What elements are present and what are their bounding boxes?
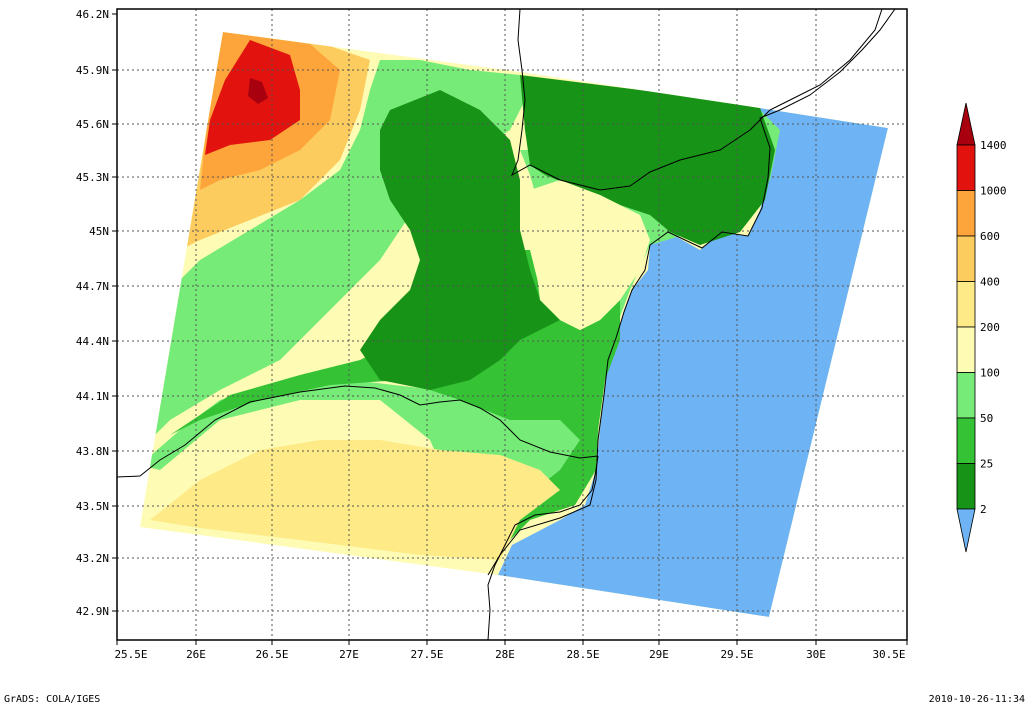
lon-tick-label: 26.5E <box>255 648 288 661</box>
lat-tick-label: 42.9N <box>76 605 109 618</box>
legend-swatch <box>956 235 976 282</box>
legend-swatch <box>956 326 976 373</box>
footer-timestamp: 2010-10-26-11:34 <box>928 694 1025 705</box>
carpathian-1400 <box>248 78 268 104</box>
lon-tick-label: 30E <box>806 648 826 661</box>
legend-level-label: 1400 <box>980 139 1007 152</box>
legend-level-label: 2 <box>980 503 987 516</box>
plot-frame <box>116 8 908 641</box>
lat-tick-label: 43.5N <box>76 500 109 513</box>
legend-level-label: 200 <box>980 321 1000 334</box>
dobrogea-hills <box>530 180 650 330</box>
baragan-plain-2-25 <box>360 90 560 390</box>
moldova-border <box>511 9 771 191</box>
lon-tick-label: 27E <box>339 648 359 661</box>
legend-level-label: 1000 <box>980 185 1007 198</box>
ukraine-border <box>769 9 883 111</box>
lon-tick-label: 25.5E <box>114 648 147 661</box>
color-legend: 1400 1000 600 400 200 100 50 25 2 <box>956 102 1007 553</box>
legend-swatch <box>956 144 976 191</box>
legend-level-label: 100 <box>980 367 1000 380</box>
lon-tick-label: 26E <box>186 648 206 661</box>
lon-tick-label: 28E <box>495 648 515 661</box>
lat-tick-label: 45.3N <box>76 171 109 184</box>
lon-tick-label: 29.5E <box>720 648 753 661</box>
lat-tick-label: 46.2N <box>76 8 109 21</box>
terrain-field <box>140 32 888 617</box>
axis-ticks: 46.2N 45.9N 45.6N 45.3N 45N 44.7N 44.4N 44.1N 43… <box>76 8 908 661</box>
lat-tick-label: 44.4N <box>76 335 109 348</box>
lat-tick-label: 43.8N <box>76 445 109 458</box>
black-sea <box>498 108 888 617</box>
delta-marsh-2-25 <box>520 75 775 245</box>
lon-tick-label: 29E <box>649 648 669 661</box>
legend-level-label: 25 <box>980 458 993 471</box>
legend-level-label: 600 <box>980 230 1000 243</box>
lat-tick-label: 43.2N <box>76 552 109 565</box>
lat-tick-label: 44.7N <box>76 280 109 293</box>
lon-tick-label: 27.5E <box>410 648 443 661</box>
lat-tick-label: 45.9N <box>76 64 109 77</box>
footer-credit: GrADS: COLA/IGES <box>4 694 101 705</box>
lat-tick-label: 45.6N <box>76 118 109 131</box>
lon-tick-label: 30.5E <box>872 648 905 661</box>
legend-swatch <box>956 463 976 510</box>
romania-bulgaria-border <box>487 455 599 640</box>
lat-lon-grid <box>117 9 907 640</box>
legend-level-label: 50 <box>980 412 993 425</box>
coastline <box>487 9 896 576</box>
legend-level-label: 400 <box>980 276 1000 289</box>
danube-border <box>117 385 599 478</box>
bulgaria-plateau-200-400 <box>150 440 560 560</box>
legend-swatch <box>956 190 976 237</box>
legend-bottom-arrow <box>956 508 976 553</box>
lat-tick-label: 45N <box>89 225 109 238</box>
legend-top-arrow <box>956 102 976 146</box>
legend-swatch <box>956 281 976 328</box>
coast-and-borders <box>117 9 896 640</box>
lon-tick-label: 28.5E <box>566 648 599 661</box>
legend-swatch <box>956 372 976 419</box>
lat-tick-label: 44.1N <box>76 390 109 403</box>
legend-swatch <box>956 417 976 464</box>
